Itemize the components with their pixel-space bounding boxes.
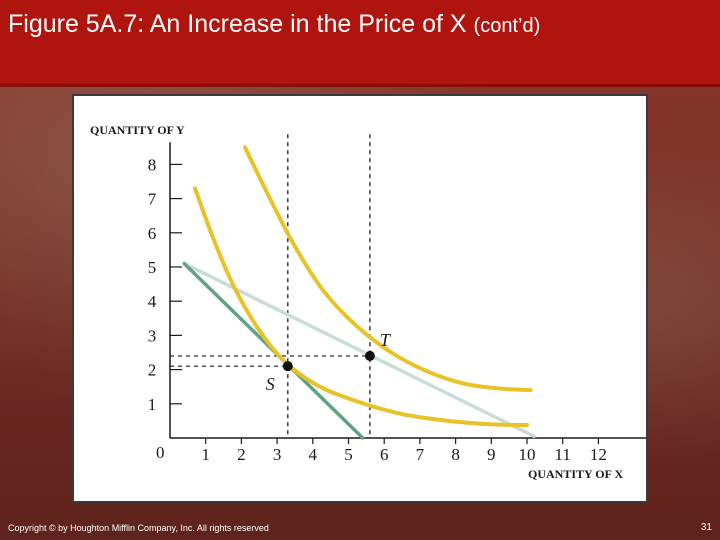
slide-title: Figure 5A.7: An Increase in the Price of… — [8, 10, 720, 39]
copyright-footer: Copyright © by Houghton Mifflin Company,… — [8, 523, 269, 533]
chart-panel: 0 1 2 3 4 5 6 7 8 9 10 11 12 1 2 3 4 5 6 7 8 S T QUANTITY OF Y… — [72, 94, 648, 503]
y-tick-label: 7 — [148, 190, 157, 209]
x-tick-label: 9 — [487, 445, 496, 464]
y-tick-label: 2 — [148, 361, 157, 380]
point-label-s: S — [266, 374, 275, 394]
indifference-curve-higher — [242, 145, 533, 393]
x-tick-label: 12 — [590, 445, 607, 464]
indifference-curve-lower — [192, 186, 529, 428]
x-tick-label: 6 — [380, 445, 389, 464]
origin-label: 0 — [156, 443, 165, 462]
y-tick-label: 6 — [148, 224, 157, 243]
page-number: 31 — [700, 522, 712, 533]
x-tick-label: 1 — [201, 445, 210, 464]
y-axis-title-text: QUANTITY OF Y — [90, 123, 185, 137]
slide-title-suffix: (cont’d) — [473, 15, 541, 37]
y-tick-label: 8 — [148, 155, 157, 174]
x-axis-title-text: QUANTITY OF X — [528, 467, 624, 481]
x-tick-label: 10 — [519, 445, 536, 464]
x-tick-label: 2 — [237, 445, 246, 464]
point-label-t: T — [380, 330, 392, 350]
x-axis-title: QUANTITY OF X — [528, 466, 623, 482]
slide-title-main: Figure 5A.7: An Increase in the Price of… — [8, 10, 467, 38]
point-t — [364, 350, 375, 361]
y-axis-title: QUANTITY OF Y — [90, 122, 185, 138]
y-tick-label: 3 — [148, 326, 157, 345]
x-tick-label: 8 — [451, 445, 460, 464]
y-tick-label: 5 — [148, 258, 157, 277]
budget-line-compensated — [182, 261, 536, 439]
y-tick-label: 4 — [148, 292, 157, 311]
x-tick-label: 11 — [555, 445, 571, 464]
y-tick-label: 1 — [148, 395, 157, 414]
x-tick-label: 4 — [309, 445, 318, 464]
x-tick-label: 3 — [273, 445, 282, 464]
x-tick-label: 7 — [416, 445, 425, 464]
point-s — [282, 361, 293, 372]
title-bar: Figure 5A.7: An Increase in the Price of… — [0, 0, 720, 87]
x-tick-label: 5 — [344, 445, 353, 464]
